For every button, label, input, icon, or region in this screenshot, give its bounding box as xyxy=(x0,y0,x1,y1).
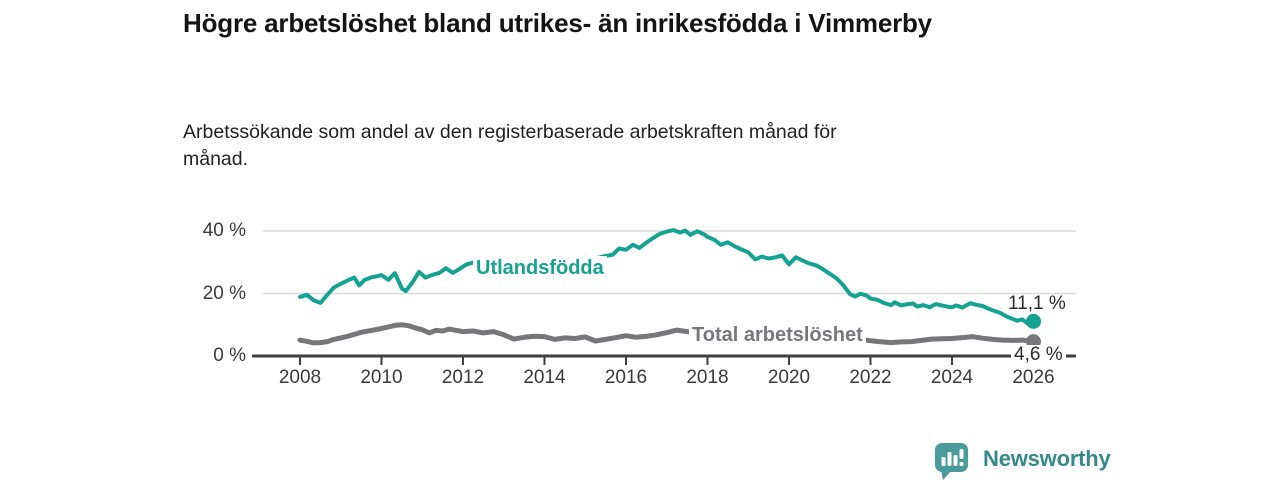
brand-wordmark: Newsworthy xyxy=(983,446,1111,471)
end-value-label-utlandsfodda: 11,1 % xyxy=(1008,293,1066,314)
x-tick-label: 2010 xyxy=(360,367,403,388)
series-line-total xyxy=(297,322,1036,346)
x-tick-label: 2018 xyxy=(686,367,729,388)
y-tick-label: 20 % xyxy=(202,282,246,304)
y-tick-label: 40 % xyxy=(202,220,246,241)
x-tick-label: 2022 xyxy=(849,367,892,388)
end-value-label-total: 4,6 % xyxy=(1011,345,1066,365)
bar-chart-speech-bubble-icon xyxy=(935,443,968,480)
series-label-total-arbetsloshet: Total arbetslöshet xyxy=(689,323,866,347)
x-tick-label: 2026 xyxy=(1012,367,1055,388)
y-tick-label: 0 % xyxy=(213,345,246,366)
x-tick-label: 2024 xyxy=(930,367,974,388)
x-tick-label: 2016 xyxy=(604,367,648,388)
x-tick-label: 2012 xyxy=(441,367,485,388)
chart-subtitle: Arbetssökande som andel av den registerb… xyxy=(183,121,837,170)
series-label-utlandsfodda: Utlandsfödda xyxy=(473,256,607,280)
newsworthy-logo: Newsworthy xyxy=(934,441,1111,480)
x-tick-label: 2008 xyxy=(278,367,322,388)
page-title: Högre arbetslöshet bland utrikes- än inr… xyxy=(183,8,932,38)
series-end-dot-utlandsfodda xyxy=(1026,313,1041,329)
x-tick-label: 2020 xyxy=(767,367,811,388)
x-tick-label: 2014 xyxy=(523,367,566,388)
series-line-utlandsfodda xyxy=(298,228,1036,326)
